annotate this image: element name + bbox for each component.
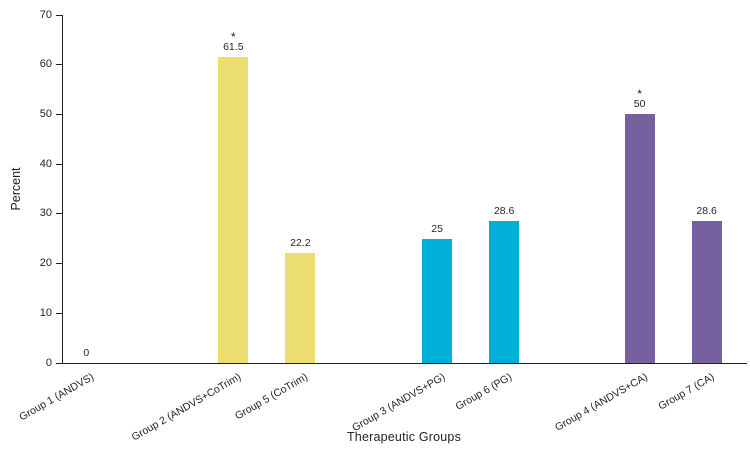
bar: [422, 238, 453, 363]
bar-value-label: 25: [397, 222, 477, 235]
x-axis-title: Therapeutic Groups: [346, 430, 462, 444]
bar-value-text: 28.6: [696, 204, 717, 217]
y-tick-label: 70: [39, 8, 52, 21]
bar: [691, 220, 722, 363]
bar-value-text: 22.2: [290, 236, 311, 249]
significance-marker: *: [230, 30, 236, 45]
y-tick-label: 10: [39, 306, 52, 319]
bar: [624, 114, 655, 363]
y-tick-mark: [56, 312, 63, 314]
bar-value-text: 0: [83, 347, 90, 359]
y-axis-title: Percent: [9, 167, 23, 211]
bar-value-text: 50: [633, 98, 646, 111]
y-tick-mark: [56, 362, 63, 364]
x-tick-label: Group 5 (CoTrim): [233, 371, 311, 423]
y-tick-label: 20: [39, 257, 52, 270]
y-tick-mark: [56, 213, 63, 215]
y-tick-label: 60: [39, 58, 52, 71]
y-tick-mark: [56, 14, 63, 16]
bar-value-label: 22.2: [260, 236, 340, 249]
bar-value-label: 28.6: [464, 204, 544, 217]
bar-value-label: 0: [46, 348, 126, 359]
plot-area: 0 Group 1 (ANDVS) * 61.5 Group 2 (ANDVS+CoTr…: [17, 14, 747, 443]
bar-value-label: 28.6: [667, 204, 747, 217]
y-tick-mark: [56, 263, 63, 265]
y-tick-label: 40: [39, 157, 52, 170]
bar-value-text: 28.6: [493, 204, 515, 217]
bar-value-label: * 61.5: [193, 30, 273, 54]
y-tick-label: 30: [39, 207, 52, 220]
x-tick-label: Group 1 (ANDVS): [17, 371, 97, 424]
x-tick-label: Group 4 (ANDVS+CA): [552, 371, 650, 434]
bar-value-text: 61.5: [223, 41, 244, 54]
significance-marker: *: [637, 87, 642, 102]
x-tick-label: Group 7 (CA): [656, 371, 717, 413]
x-tick-label: Group 6 (PG): [453, 371, 515, 413]
y-tick-label: 0: [45, 356, 52, 369]
bar: [285, 252, 316, 363]
bar-value-label: * 50: [600, 87, 680, 111]
bar-value-text: 25: [431, 222, 443, 235]
y-tick-mark: [56, 113, 63, 115]
y-tick-mark: [56, 64, 63, 66]
bar: [489, 220, 520, 363]
y-tick-mark: [56, 163, 63, 165]
y-tick-label: 50: [39, 107, 52, 120]
bar: [218, 57, 249, 363]
x-tick-label: Group 3 (ANDVS+PG): [349, 371, 448, 435]
